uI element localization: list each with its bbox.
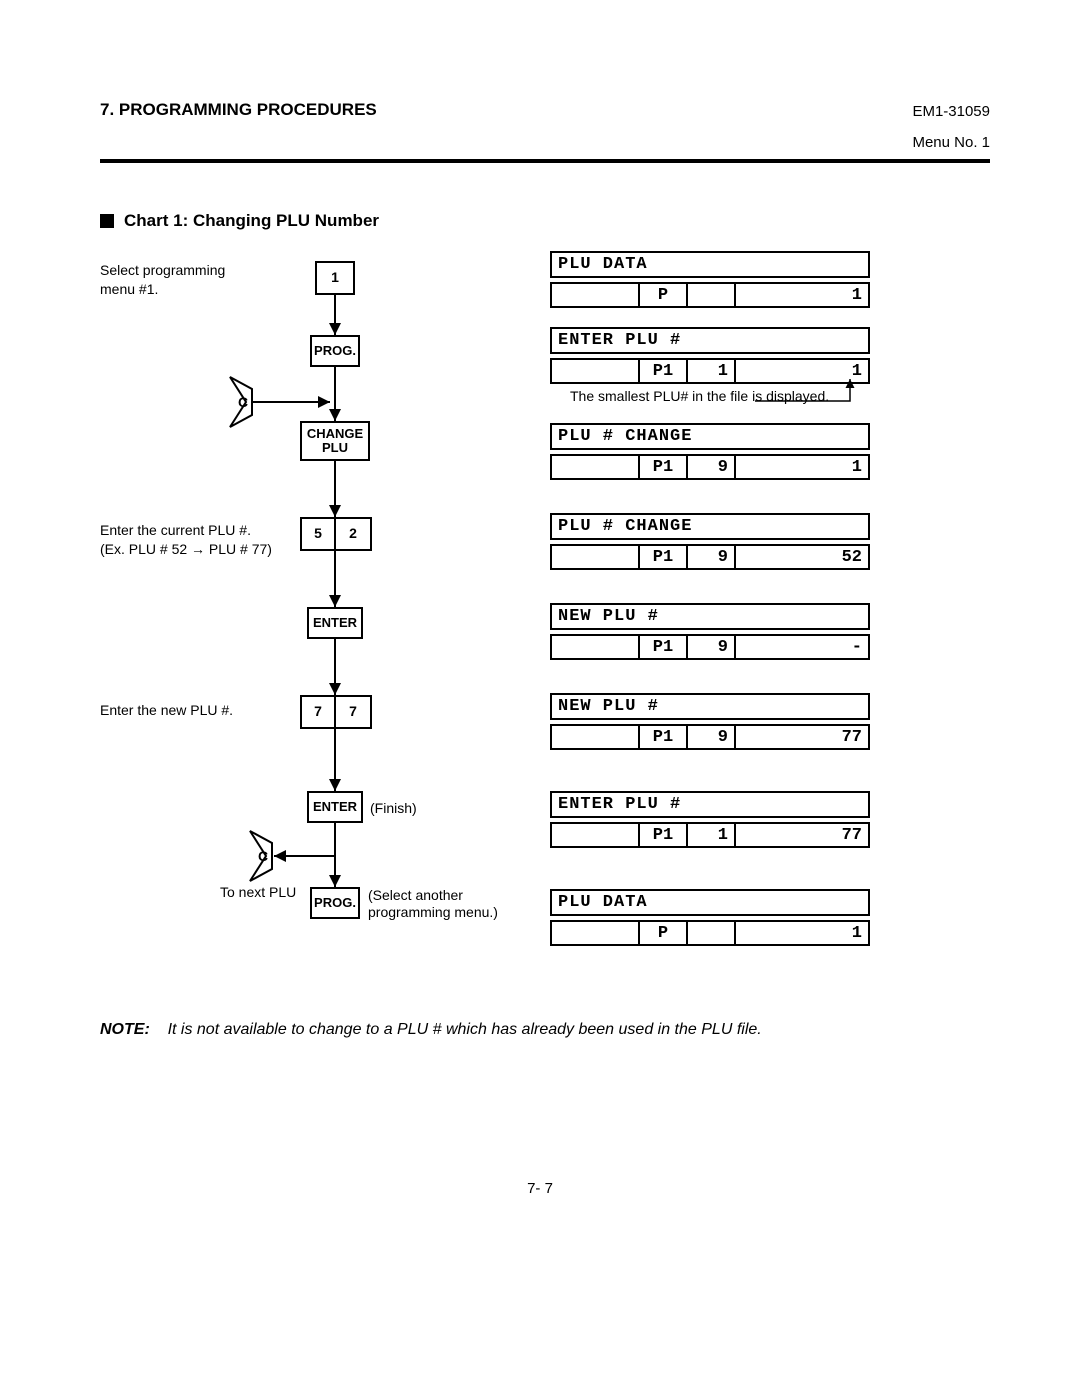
panel-cell-3: 9 xyxy=(686,454,736,480)
display-panel-4: NEW PLU # P19- xyxy=(550,603,870,660)
panel-row: P1952 xyxy=(550,544,870,570)
doc-id: EM1-31059 xyxy=(912,103,990,120)
page-number: 7- 7 xyxy=(0,1180,1080,1197)
panel-row: P1977 xyxy=(550,724,870,750)
chart-title: Chart 1: Changing PLU Number xyxy=(100,211,990,231)
panel-cell-1 xyxy=(550,822,640,848)
panel-cell-1 xyxy=(550,544,640,570)
panel-cell-1 xyxy=(550,634,640,660)
panel-cell-2: P xyxy=(638,920,688,946)
menu-number: Menu No. 1 xyxy=(100,134,990,151)
panel-row: P1 xyxy=(550,920,870,946)
panel-title: PLU DATA xyxy=(550,889,870,916)
header-rule xyxy=(100,159,990,163)
panel-cell-2: P1 xyxy=(638,634,688,660)
note: NOTE: It is not available to change to a… xyxy=(100,1021,990,1039)
note-label: NOTE: xyxy=(100,1021,150,1038)
panel-cell-3: 9 xyxy=(686,544,736,570)
box-prog-1: PROG. xyxy=(310,335,360,367)
chart-title-text: Chart 1: Changing PLU Number xyxy=(124,211,379,231)
panel-cell-4: 1 xyxy=(734,920,870,946)
box-change-plu: CHANGE PLU xyxy=(300,421,370,461)
display-panel-3: PLU # CHANGE P1952 xyxy=(550,513,870,570)
panel-cell-4: 77 xyxy=(734,822,870,848)
panel-cell-3: 9 xyxy=(686,724,736,750)
panel-cell-2: P1 xyxy=(638,822,688,848)
page: 7. PROGRAMMING PROCEDURES EM1-31059 Menu… xyxy=(0,0,1080,1397)
panel-title: NEW PLU # xyxy=(550,693,870,720)
box-prog-2: PROG. xyxy=(310,887,360,919)
panel-cell-2: P1 xyxy=(638,454,688,480)
box-1: 1 xyxy=(315,261,355,295)
box-enter-1: ENTER xyxy=(307,607,363,639)
to-next-plu-label: To next PLU xyxy=(220,883,296,902)
box-5: 5 xyxy=(300,517,336,551)
step1-text: Select programming menu #1. xyxy=(100,261,260,299)
panel-cell-4: 1 xyxy=(734,454,870,480)
panel-cell-1 xyxy=(550,724,640,750)
panel-row: P19- xyxy=(550,634,870,660)
bullet-square-icon xyxy=(100,214,114,228)
display-panel-7: PLU DATAP1 xyxy=(550,889,870,946)
panel-row: P191 xyxy=(550,454,870,480)
step2-text: Enter the current PLU #. (Ex. PLU # 52 →… xyxy=(100,521,300,559)
connector-c-top-label: C xyxy=(238,394,248,410)
header-row: 7. PROGRAMMING PROCEDURES EM1-31059 xyxy=(100,100,990,120)
step3-text: Enter the new PLU #. xyxy=(100,701,300,720)
panel-cell-4: 52 xyxy=(734,544,870,570)
section-title: 7. PROGRAMMING PROCEDURES xyxy=(100,100,377,120)
panel-title: PLU # CHANGE xyxy=(550,513,870,540)
display-panel-6: ENTER PLU # P1177 xyxy=(550,791,870,848)
box-7a: 7 xyxy=(300,695,336,729)
display-panel-5: NEW PLU # P1977 xyxy=(550,693,870,750)
content-area: C C Select programming menu #1. 1 PROG. … xyxy=(100,251,990,991)
panel-cell-2: P1 xyxy=(638,544,688,570)
box-2: 2 xyxy=(336,517,372,551)
panel-row: P1177 xyxy=(550,822,870,848)
panel-cell-3: 9 xyxy=(686,634,736,660)
panel-cell-2: P1 xyxy=(638,724,688,750)
panel-title: ENTER PLU # xyxy=(550,791,870,818)
finish-label: (Finish) xyxy=(370,799,417,818)
panel-cell-4: 77 xyxy=(734,724,870,750)
panel-cell-3: 1 xyxy=(686,822,736,848)
select-another-label: (Select another programming menu.) xyxy=(368,887,518,921)
panel-title: NEW PLU # xyxy=(550,603,870,630)
panel-cell-4: - xyxy=(734,634,870,660)
panel-cell-3 xyxy=(686,920,736,946)
panel-cell-1 xyxy=(550,454,640,480)
note-text: It is not available to change to a PLU #… xyxy=(168,1021,762,1038)
caption-arrow xyxy=(550,251,890,451)
box-enter-2: ENTER xyxy=(307,791,363,823)
connector-c-bottom-label: C xyxy=(258,848,268,864)
panel-cell-1 xyxy=(550,920,640,946)
box-7b: 7 xyxy=(336,695,372,729)
